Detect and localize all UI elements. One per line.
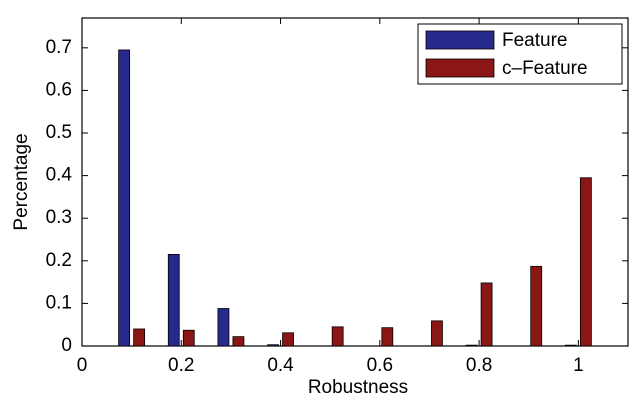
bar: [465, 344, 478, 347]
bar: [564, 344, 577, 347]
bar: [530, 265, 543, 347]
plot-frame: [81, 17, 629, 347]
y-tick-label: 0.5: [46, 122, 72, 143]
y-tick-label: 0.4: [46, 165, 73, 186]
y-tick-label: 0.7: [46, 37, 72, 58]
y-tick-label: 0.6: [46, 79, 72, 100]
bar: [331, 326, 344, 347]
bar: [579, 177, 592, 347]
bar: [480, 282, 493, 347]
bar: [381, 327, 394, 347]
y-axis-label: Percentage: [11, 133, 32, 230]
x-tick-label: 0: [77, 355, 88, 376]
x-tick-label: 0.2: [168, 355, 194, 376]
y-tick-label: 0.1: [46, 292, 72, 313]
bar: [118, 49, 131, 347]
x-tick-label: 0.6: [367, 355, 393, 376]
x-tick-label: 0.8: [466, 355, 492, 376]
y-tick-label: 0.3: [46, 207, 72, 228]
x-tick-label: 1: [573, 355, 584, 376]
x-axis-label: Robustness: [308, 377, 408, 398]
bar: [282, 332, 294, 347]
x-tick-label: 0.4: [267, 355, 294, 376]
legend-label: Feature: [502, 30, 567, 51]
bar: [267, 344, 279, 347]
legend-swatch: [425, 58, 495, 78]
bar: [182, 329, 195, 347]
bar: [431, 320, 443, 347]
legend-swatch: [425, 30, 495, 50]
legend-label: c–Feature: [502, 58, 588, 79]
bar: [167, 254, 180, 347]
y-tick-label: 0.2: [46, 250, 72, 271]
bar: [133, 328, 146, 347]
bar: [232, 336, 245, 347]
y-tick-label: 0: [61, 335, 72, 356]
bar: [217, 308, 230, 347]
